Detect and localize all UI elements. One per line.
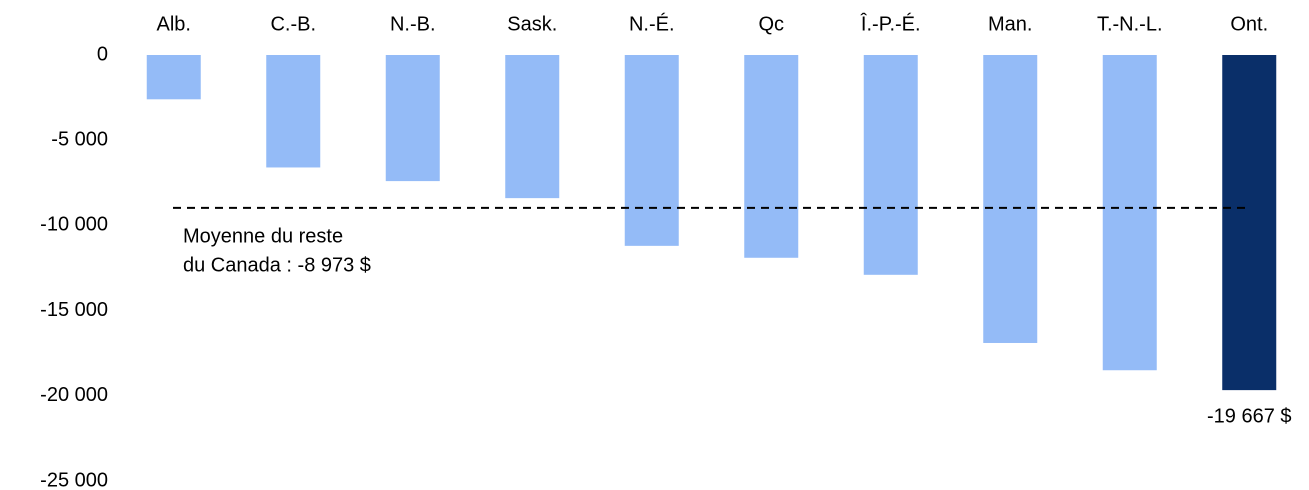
x-tick-label: Qc [758,13,784,35]
x-tick-label: C.-B. [270,13,316,35]
y-tick-label: -15 000 [40,299,108,321]
bar [1102,55,1157,371]
x-tick-label: Man. [988,13,1032,35]
bar [983,55,1038,343]
x-tick-label: Î.-P.-É. [860,12,921,35]
bar [624,55,679,246]
y-tick-label: -20 000 [40,384,108,406]
y-tick-label: -25 000 [40,469,108,490]
value-label: -19 667 $ [1207,405,1292,427]
bar [146,55,201,100]
reference-label: Moyenne du reste [183,225,343,247]
reference-label: du Canada : -8 973 $ [183,254,371,276]
y-tick-label: 0 [97,43,108,65]
bar [385,55,440,182]
x-tick-label: Sask. [507,13,557,35]
x-tick-label: T.-N.-L. [1097,13,1163,35]
y-tick-label: -10 000 [40,214,108,236]
y-tick-label: -5 000 [51,128,108,150]
bar [266,55,321,168]
bar [744,55,799,258]
x-tick-label: N.-É. [629,12,675,35]
bar [863,55,918,275]
bar [1222,55,1277,391]
bar [505,55,560,199]
x-tick-label: Ont. [1230,13,1268,35]
x-tick-label: Alb. [157,13,191,35]
x-tick-label: N.-B. [390,13,436,35]
